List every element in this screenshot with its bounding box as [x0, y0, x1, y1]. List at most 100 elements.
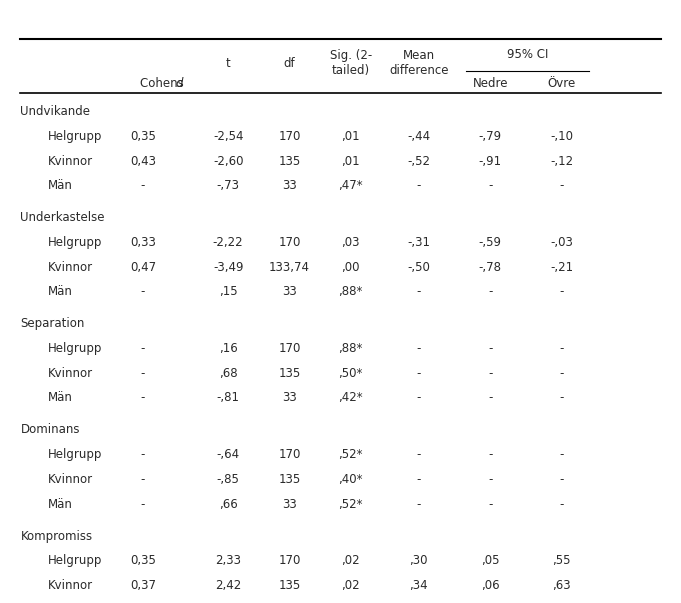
Text: ,34: ,34 [409, 579, 428, 592]
Text: ,88*: ,88* [338, 342, 363, 355]
Text: Kvinnor: Kvinnor [48, 154, 93, 168]
Text: ,02: ,02 [341, 554, 360, 567]
Text: -2,22: -2,22 [213, 236, 243, 249]
Text: 0,33: 0,33 [130, 236, 156, 249]
Text: 0,37: 0,37 [130, 579, 156, 592]
Text: -: - [560, 179, 564, 192]
Text: -: - [560, 448, 564, 461]
Text: ,52*: ,52* [338, 497, 363, 511]
Text: -: - [417, 342, 421, 355]
Text: ,42*: ,42* [338, 391, 363, 405]
Text: 170: 170 [279, 342, 300, 355]
Text: -,91: -,91 [479, 154, 502, 168]
Text: -,85: -,85 [217, 473, 240, 486]
Text: Helgrupp: Helgrupp [48, 448, 102, 461]
Text: -: - [488, 342, 492, 355]
Text: 170: 170 [279, 448, 300, 461]
Text: -,31: -,31 [407, 236, 430, 249]
Text: -,79: -,79 [479, 130, 502, 143]
Text: -: - [488, 391, 492, 405]
Text: 170: 170 [279, 236, 300, 249]
Text: 33: 33 [282, 285, 297, 298]
Text: ,30: ,30 [409, 554, 428, 567]
Text: ,66: ,66 [219, 497, 238, 511]
Text: ,05: ,05 [481, 554, 500, 567]
Text: -2,60: -2,60 [213, 154, 243, 168]
Text: 135: 135 [279, 473, 300, 486]
Text: ,55: ,55 [552, 554, 571, 567]
Text: 0,35: 0,35 [130, 554, 156, 567]
Text: ,68: ,68 [219, 367, 238, 380]
Text: -: - [417, 391, 421, 405]
Text: -,81: -,81 [217, 391, 240, 405]
Text: -,10: -,10 [550, 130, 573, 143]
Text: d: d [175, 77, 183, 90]
Text: ,88*: ,88* [338, 285, 363, 298]
Text: -,78: -,78 [479, 260, 502, 274]
Text: -: - [141, 497, 145, 511]
Text: ,47*: ,47* [338, 179, 363, 192]
Text: Separation: Separation [20, 317, 85, 330]
Text: 0,35: 0,35 [130, 130, 156, 143]
Text: -: - [141, 473, 145, 486]
Text: Kvinnor: Kvinnor [48, 579, 93, 592]
Text: t: t [226, 57, 230, 70]
Text: ,00: ,00 [341, 260, 360, 274]
Text: -: - [141, 179, 145, 192]
Text: -,52: -,52 [407, 154, 430, 168]
Text: ,15: ,15 [219, 285, 238, 298]
Text: df: df [283, 57, 296, 70]
Text: -: - [488, 448, 492, 461]
Text: Kvinnor: Kvinnor [48, 367, 93, 380]
Text: 95% CI: 95% CI [507, 48, 548, 61]
Text: Män: Män [48, 179, 73, 192]
Text: -,59: -,59 [479, 236, 502, 249]
Text: 33: 33 [282, 497, 297, 511]
Text: -: - [141, 367, 145, 380]
Text: Helgrupp: Helgrupp [48, 342, 102, 355]
Text: 2,42: 2,42 [215, 579, 241, 592]
Text: Kvinnor: Kvinnor [48, 473, 93, 486]
Text: 135: 135 [279, 154, 300, 168]
Text: -: - [560, 391, 564, 405]
Text: Män: Män [48, 391, 73, 405]
Text: Underkastelse: Underkastelse [20, 211, 105, 224]
Text: -3,49: -3,49 [213, 260, 243, 274]
Text: -: - [488, 179, 492, 192]
Text: 2,33: 2,33 [215, 554, 241, 567]
Text: Mean
difference: Mean difference [389, 49, 449, 77]
Text: -,64: -,64 [217, 448, 240, 461]
Text: 135: 135 [279, 579, 300, 592]
Text: Män: Män [48, 285, 73, 298]
Text: -: - [141, 448, 145, 461]
Text: ,50*: ,50* [338, 367, 363, 380]
Text: -: - [488, 473, 492, 486]
Text: Sig. (2-
tailed): Sig. (2- tailed) [330, 49, 372, 77]
Text: ,40*: ,40* [338, 473, 363, 486]
Text: ,52*: ,52* [338, 448, 363, 461]
Text: -,12: -,12 [550, 154, 573, 168]
Text: ,06: ,06 [481, 579, 500, 592]
Text: 135: 135 [279, 367, 300, 380]
Text: ,01: ,01 [341, 154, 360, 168]
Text: -: - [417, 473, 421, 486]
Text: 0,47: 0,47 [130, 260, 156, 274]
Text: -: - [141, 285, 145, 298]
Text: -,73: -,73 [217, 179, 240, 192]
Text: ,16: ,16 [219, 342, 238, 355]
Text: Dominans: Dominans [20, 423, 80, 437]
Text: -: - [417, 367, 421, 380]
Text: Helgrupp: Helgrupp [48, 236, 102, 249]
Text: 170: 170 [279, 130, 300, 143]
Text: -: - [488, 285, 492, 298]
Text: Nedre: Nedre [473, 77, 508, 90]
Text: Undvikande: Undvikande [20, 105, 91, 118]
Text: 0,43: 0,43 [130, 154, 156, 168]
Text: -: - [560, 473, 564, 486]
Text: Kvinnor: Kvinnor [48, 260, 93, 274]
Text: Helgrupp: Helgrupp [48, 554, 102, 567]
Text: -: - [141, 342, 145, 355]
Text: -: - [488, 497, 492, 511]
Text: -,44: -,44 [407, 130, 430, 143]
Text: -: - [488, 367, 492, 380]
